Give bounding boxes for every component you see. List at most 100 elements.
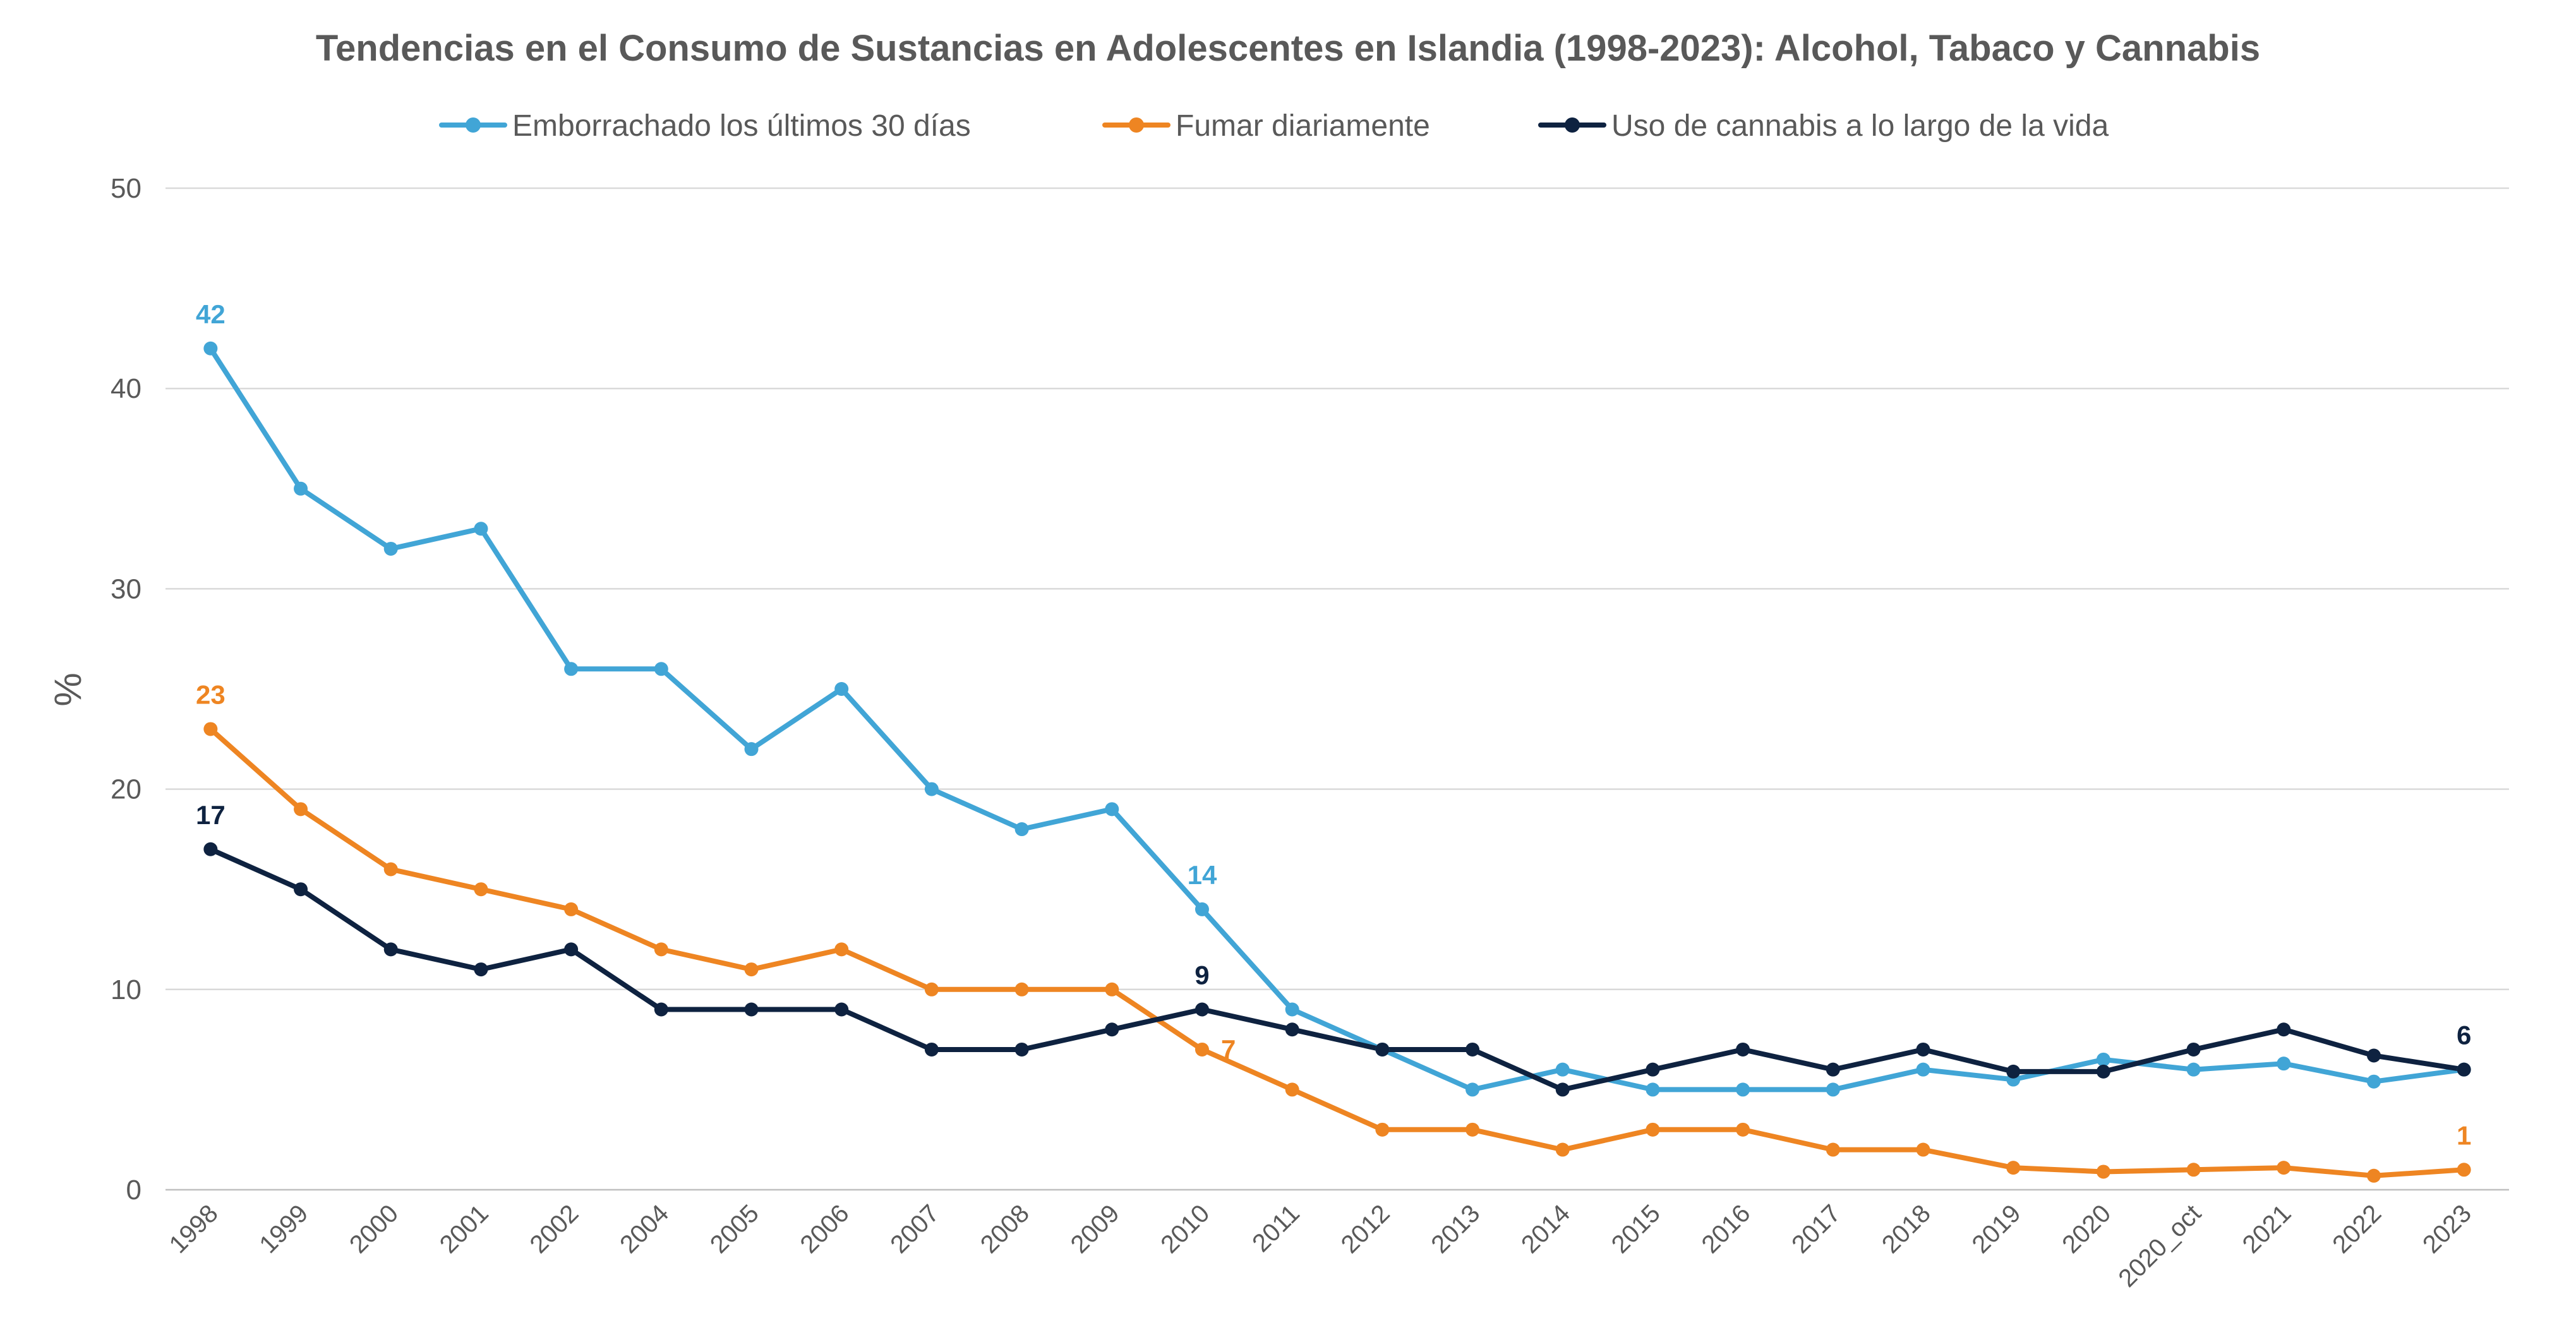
x-tick-label: 2023: [2417, 1199, 2477, 1259]
series-2-point: [203, 722, 218, 736]
data-label: 9: [1195, 961, 1209, 990]
series-1-point: [1646, 1082, 1660, 1097]
y-tick-label: 40: [111, 373, 141, 404]
y-tick-label: 0: [126, 1175, 141, 1206]
data-label: 14: [1188, 860, 1217, 890]
series-3-point: [1555, 1082, 1570, 1097]
x-tick-label: 2018: [1877, 1199, 1936, 1259]
series-3-point: [2277, 1022, 2291, 1037]
chart-title: Tendencias en el Consumo de Sustancias e…: [316, 28, 2260, 69]
series-2-point: [383, 862, 398, 877]
series-2-point: [2457, 1163, 2471, 1177]
series-3-point: [203, 842, 218, 856]
series-1-point: [924, 782, 939, 796]
series-3-point: [1195, 1002, 1209, 1017]
series-2-point: [1195, 1042, 1209, 1057]
series-3-point: [1466, 1042, 1480, 1057]
series-2-point: [1916, 1142, 1930, 1157]
series-2-point: [1646, 1122, 1660, 1137]
x-tick-label: 2022: [2327, 1199, 2386, 1259]
legend-label: Emborrachado los últimos 30 días: [512, 109, 971, 143]
series-3-point: [1375, 1042, 1390, 1057]
x-tick-label: 2016: [1696, 1199, 1755, 1259]
series-2-point: [2096, 1164, 2110, 1179]
x-tick-label: 2015: [1606, 1199, 1666, 1259]
series-2-point: [924, 982, 939, 997]
series-3-point: [1826, 1062, 1840, 1077]
x-tick-label: 1999: [254, 1199, 313, 1259]
series-2-point: [1285, 1082, 1299, 1097]
x-tick-label: 2011: [1247, 1199, 1305, 1257]
data-label: 42: [196, 299, 226, 329]
series-1-point: [1826, 1082, 1840, 1097]
series-1-point: [564, 662, 579, 676]
x-tick-label: 2005: [705, 1199, 764, 1259]
series-3-point: [834, 1002, 849, 1017]
series-line-2: [208, 726, 2467, 1178]
series-3-point: [1916, 1042, 1930, 1057]
series-1-point: [383, 541, 398, 556]
legend-swatch-marker: [466, 117, 481, 133]
series-1-point: [1466, 1082, 1480, 1097]
y-tick-label: 20: [111, 774, 141, 805]
series-2-point: [834, 942, 849, 957]
legend-item-2: Fumar diariamente: [1102, 109, 1430, 143]
legend-item-3: Uso de cannabis a lo largo de la vida: [1538, 109, 2109, 143]
series-1-point: [2366, 1074, 2381, 1089]
series-2-point: [1375, 1122, 1390, 1137]
series-2-point: [2277, 1161, 2291, 1175]
data-label: 23: [196, 679, 226, 709]
x-tick-label: 2020: [2057, 1199, 2116, 1259]
series-3-point: [744, 1002, 759, 1017]
x-tick-label: 2013: [1426, 1199, 1485, 1259]
x-tick-label: 2009: [1066, 1199, 1125, 1259]
series-3-point: [2006, 1064, 2021, 1079]
series-1-point: [744, 742, 759, 757]
series-3-point: [2186, 1042, 2201, 1057]
series-1-point: [203, 341, 218, 356]
legend-item-1: Emborrachado los últimos 30 días: [439, 109, 971, 143]
series-2-point: [1014, 982, 1029, 997]
x-tick-label: 2000: [344, 1199, 404, 1259]
x-tick-label: 2017: [1786, 1199, 1846, 1259]
x-axis-ticks: 1998 1999 2000 2001 2002 2004 2005 2006 2007 2008…: [164, 1199, 2477, 1292]
series-line-1: [208, 345, 2467, 1093]
x-tick-label: 2021: [2237, 1199, 2297, 1259]
series-3-point: [1736, 1042, 1750, 1057]
data-label: 6: [2457, 1021, 2471, 1050]
series-2-point: [564, 902, 579, 916]
x-tick-label: 2019: [1967, 1199, 2026, 1259]
series-2-point: [654, 942, 668, 957]
series-3-point: [1285, 1022, 1299, 1037]
data-label: 7: [1221, 1034, 1236, 1064]
series-lines: [208, 345, 2467, 1178]
x-tick-label: 2007: [885, 1199, 944, 1259]
series-3-point: [474, 962, 488, 977]
y-tick-label: 30: [111, 573, 141, 604]
series-1-point: [2096, 1052, 2110, 1067]
series-3-point: [2457, 1062, 2471, 1077]
x-tick-label: 2008: [975, 1199, 1035, 1259]
data-label: 17: [196, 800, 226, 830]
x-tick-label: 2006: [795, 1199, 855, 1259]
series-2-point: [294, 802, 308, 817]
series-2-point: [1826, 1142, 1840, 1157]
series-3-point: [1646, 1062, 1660, 1077]
series-3-point: [2096, 1064, 2110, 1079]
series-3-point: [1014, 1042, 1029, 1057]
series-1-point: [2186, 1062, 2201, 1077]
gridlines: [166, 187, 2509, 1191]
y-tick-label: 10: [111, 974, 141, 1005]
legend-label: Uso de cannabis a lo largo de la vida: [1611, 109, 2109, 143]
series-1-point: [474, 522, 488, 536]
x-tick-label: 2002: [524, 1199, 584, 1259]
series-1-point: [1105, 802, 1119, 817]
series-3-point: [383, 942, 398, 957]
series-points: [203, 341, 2471, 1183]
series-2-point: [1105, 982, 1119, 997]
series-2-point: [1466, 1122, 1480, 1137]
series-2-point: [474, 882, 488, 897]
legend: Emborrachado los últimos 30 días Fumar di…: [439, 109, 2109, 143]
